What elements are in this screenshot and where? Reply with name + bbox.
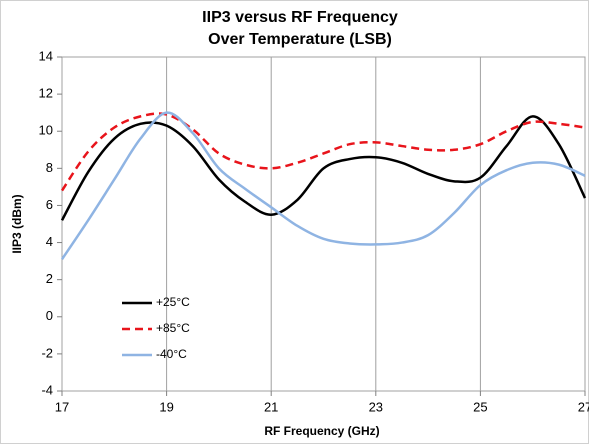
chart-title: IIP3 versus RF Frequency xyxy=(202,9,398,26)
y-tick-label: 10 xyxy=(39,123,53,138)
legend-label: +85°C xyxy=(156,321,190,335)
x-tick-label: 25 xyxy=(473,399,487,414)
x-tick-label: 19 xyxy=(159,399,173,414)
y-tick-label: 6 xyxy=(46,197,53,212)
y-tick-label: 2 xyxy=(46,271,53,286)
x-tick-label: 17 xyxy=(55,399,69,414)
x-tick-label: 27 xyxy=(578,399,589,414)
series-line xyxy=(60,111,586,260)
y-tick-label: 0 xyxy=(46,308,53,323)
x-axis-label: RF Frequency (GHz) xyxy=(264,424,379,438)
chart-subtitle: Over Temperature (LSB) xyxy=(208,31,392,48)
y-tick-label: -2 xyxy=(41,345,53,360)
y-tick-label: 8 xyxy=(46,160,53,175)
series-line xyxy=(60,115,587,221)
legend-label: +25°C xyxy=(156,295,190,309)
y-tick-label: 4 xyxy=(46,234,53,249)
y-tick-label: -4 xyxy=(41,382,53,397)
y-axis-label: IIP3 (dBm) xyxy=(10,194,24,253)
series-line xyxy=(60,112,586,192)
y-tick-label: 12 xyxy=(39,86,53,101)
y-tick-label: 14 xyxy=(39,48,53,63)
x-tick-label: 23 xyxy=(369,399,383,414)
x-tick-label: 21 xyxy=(264,399,278,414)
legend-label: -40°C xyxy=(156,347,187,361)
